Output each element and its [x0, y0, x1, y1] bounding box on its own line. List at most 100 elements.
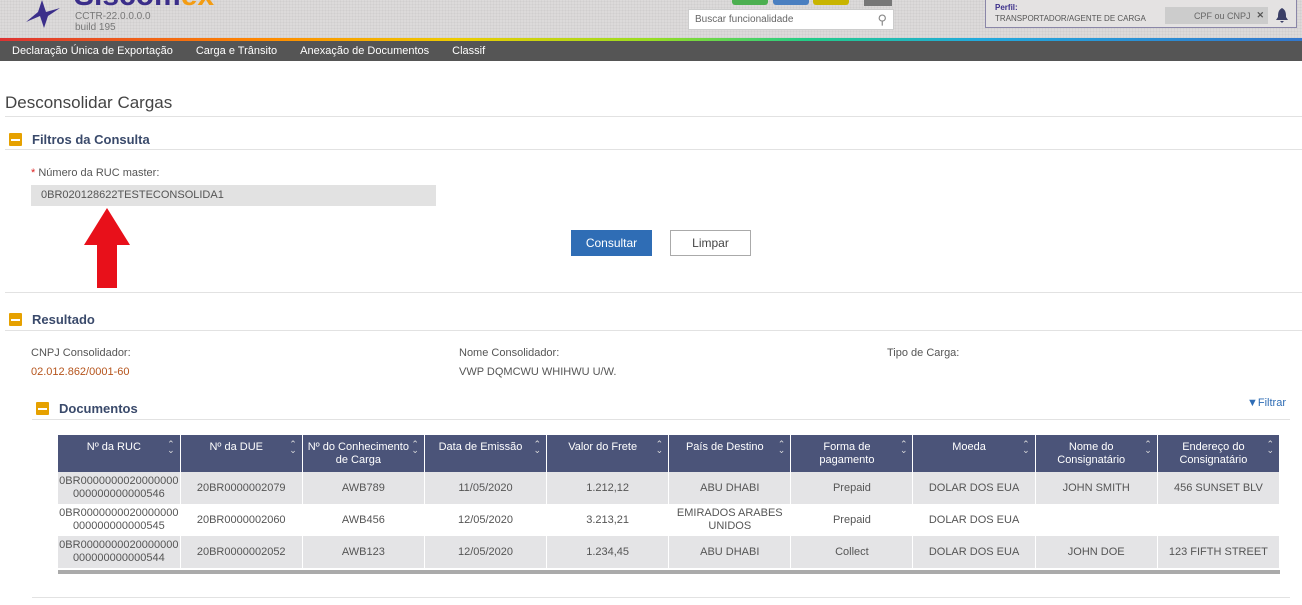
table-cell: 12/05/2020 [424, 536, 548, 568]
table-row[interactable]: 0BR0000000020000000000000000000545 20BR00… [58, 504, 1281, 536]
table-cell [1035, 504, 1158, 536]
table-cell: 1.234,45 [546, 536, 670, 568]
collapse-icon[interactable] [36, 402, 49, 415]
column-header-label: Valor do Frete [568, 441, 638, 453]
table-row[interactable]: 0BR0000000020000000000000000000544 20BR00… [58, 536, 1281, 568]
column-header[interactable]: Moeda ⌃ ⌄ [912, 435, 1036, 472]
sort-icon[interactable]: ⌃ ⌄ [655, 439, 664, 455]
profile-label: Perfil: [995, 3, 1018, 12]
search-input[interactable]: Buscar funcionalidade ⚲ [688, 9, 894, 30]
profile-value: TRANSPORTADOR/AGENTE DE CARGA [995, 14, 1146, 23]
documents-table: Nº da RUC ⌃ ⌄ Nº da DUE ⌃ ⌄ Nº do Conhecimento… [58, 435, 1281, 568]
sort-icon[interactable]: ⌃ ⌄ [411, 439, 419, 455]
column-header[interactable]: Valor do Frete ⌃ ⌄ [546, 435, 670, 472]
column-header-label: Nome do Consignatário [1057, 441, 1126, 466]
search-icon[interactable]: ⚲ [877, 11, 887, 27]
sort-icon[interactable]: ⌃ ⌄ [167, 439, 175, 455]
nav-item-carga[interactable]: Carga e Trânsito [195, 45, 278, 57]
sort-icon[interactable]: ⌃ ⌄ [1266, 439, 1274, 455]
column-header[interactable]: Endereço do Consignatário ⌃ ⌄ [1157, 435, 1281, 472]
column-header-label: País de Destino [685, 441, 764, 453]
table-cell: 20BR0000002052 [180, 536, 303, 568]
table-cell: ABU DHABI [668, 536, 792, 568]
sort-icon[interactable]: ⌃ ⌄ [777, 439, 786, 455]
nav-item-classif[interactable]: Classif [452, 45, 486, 57]
siscomex-logo-icon [26, 0, 60, 28]
table-cell: AWB123 [302, 536, 425, 568]
result-section-header[interactable]: Resultado [9, 312, 95, 327]
column-header-label: Nº da RUC [86, 441, 141, 453]
table-row[interactable]: 0BR0000000020000000000000000000546 20BR00… [58, 472, 1281, 504]
table-cell: 0BR0000000020000000000000000000544 [58, 536, 181, 568]
table-cell: DOLAR DOS EUA [912, 536, 1036, 568]
consultar-button[interactable]: Consultar [571, 230, 652, 256]
sort-icon[interactable]: ⌃ ⌄ [1022, 439, 1030, 455]
table-cell: EMIRADOS ARABES UNIDOS [668, 504, 792, 536]
table-cell: DOLAR DOS EUA [912, 472, 1036, 504]
column-header-label: Forma de pagamento [819, 441, 875, 466]
column-header[interactable]: Nº da RUC ⌃ ⌄ [58, 435, 181, 472]
ruc-label: * Número da RUC master: [31, 167, 160, 179]
table-cell: Collect [790, 536, 914, 568]
column-header-label: Moeda [952, 441, 986, 453]
sort-icon[interactable]: ⌃ ⌄ [1144, 439, 1152, 455]
table-cell: 0BR0000000020000000000000000000545 [58, 504, 181, 536]
column-header[interactable]: Forma de pagamento ⌃ ⌄ [790, 435, 914, 472]
nome-value: VWP DQMCWU WHIHWU U/W. [459, 366, 617, 378]
sort-icon[interactable]: ⌃ ⌄ [289, 439, 297, 455]
limpar-button[interactable]: Limpar [670, 230, 751, 256]
logo: Siscomex [74, 0, 214, 11]
documents-section-header[interactable]: Documentos [36, 401, 138, 416]
table-cell: AWB789 [302, 472, 425, 504]
table-cell: 1.212,12 [546, 472, 670, 504]
table-cell [1157, 504, 1281, 536]
column-header[interactable]: Nome do Consignatário ⌃ ⌄ [1035, 435, 1158, 472]
nav-item-anexacao[interactable]: Anexação de Documentos [300, 45, 430, 57]
table-cell: 456 SUNSET BLV [1157, 472, 1281, 504]
color-strip [0, 38, 1302, 41]
column-header-label: Data de Emissão [438, 441, 523, 453]
column-header[interactable]: Nº da DUE ⌃ ⌄ [180, 435, 303, 472]
column-header[interactable]: Data de Emissão ⌃ ⌄ [424, 435, 548, 472]
filter-link[interactable]: ▼Filtrar [1247, 397, 1286, 409]
table-cell: 12/05/2020 [424, 504, 548, 536]
table-cell: DOLAR DOS EUA [912, 504, 1036, 536]
bell-icon[interactable] [1275, 8, 1289, 23]
table-cell: AWB456 [302, 504, 425, 536]
column-header[interactable]: Nº do Conhecimento de Carga ⌃ ⌄ [302, 435, 425, 472]
table-cell: Prepaid [790, 504, 914, 536]
table-cell: 20BR0000002079 [180, 472, 303, 504]
tipo-label: Tipo de Carga: [887, 347, 960, 359]
collapse-icon[interactable] [9, 313, 22, 326]
nome-label: Nome Consolidador: [459, 347, 560, 359]
top-button-blue[interactable] [773, 0, 809, 5]
filters-section-header[interactable]: Filtros da Consulta [9, 132, 150, 147]
table-cell: 0BR0000000020000000000000000000546 [58, 472, 181, 504]
table-scrollbar[interactable] [58, 570, 1280, 574]
top-button-green[interactable] [732, 0, 768, 5]
page-title: Desconsolidar Cargas [5, 93, 173, 112]
sort-icon[interactable]: ⌃ ⌄ [899, 439, 908, 455]
cpf-input[interactable]: CPF ou CNPJ ✕ [1165, 7, 1268, 24]
grid-icon[interactable] [864, 0, 892, 6]
ruc-input[interactable]: 0BR020128622TESTECONSOLIDA1 [31, 185, 436, 206]
sort-icon[interactable]: ⌃ ⌄ [533, 439, 542, 455]
table-cell: JOHN SMITH [1035, 472, 1158, 504]
collapse-icon[interactable] [9, 133, 22, 146]
column-header-label: Endereço do Consignatário [1179, 441, 1248, 466]
table-cell: JOHN DOE [1035, 536, 1158, 568]
main-nav: Declaração Única de Exportação Carga e T… [0, 41, 1302, 61]
column-header[interactable]: País de Destino ⌃ ⌄ [668, 435, 792, 472]
nav-item-due[interactable]: Declaração Única de Exportação [12, 45, 173, 57]
close-icon[interactable]: ✕ [1256, 10, 1264, 20]
table-cell: 11/05/2020 [424, 472, 548, 504]
top-button-yellow[interactable] [813, 0, 849, 5]
table-cell: 20BR0000002060 [180, 504, 303, 536]
filter-icon: ▼ [1247, 397, 1258, 409]
table-cell: 123 FIFTH STREET [1157, 536, 1281, 568]
column-header-label: Nº da DUE [209, 441, 263, 453]
column-header-label: Nº do Conhecimento de Carga [307, 441, 409, 466]
version-info: CCTR-22.0.0.0.0 build 195 [75, 11, 151, 33]
table-cell: ABU DHABI [668, 472, 792, 504]
table-cell: Prepaid [790, 472, 914, 504]
